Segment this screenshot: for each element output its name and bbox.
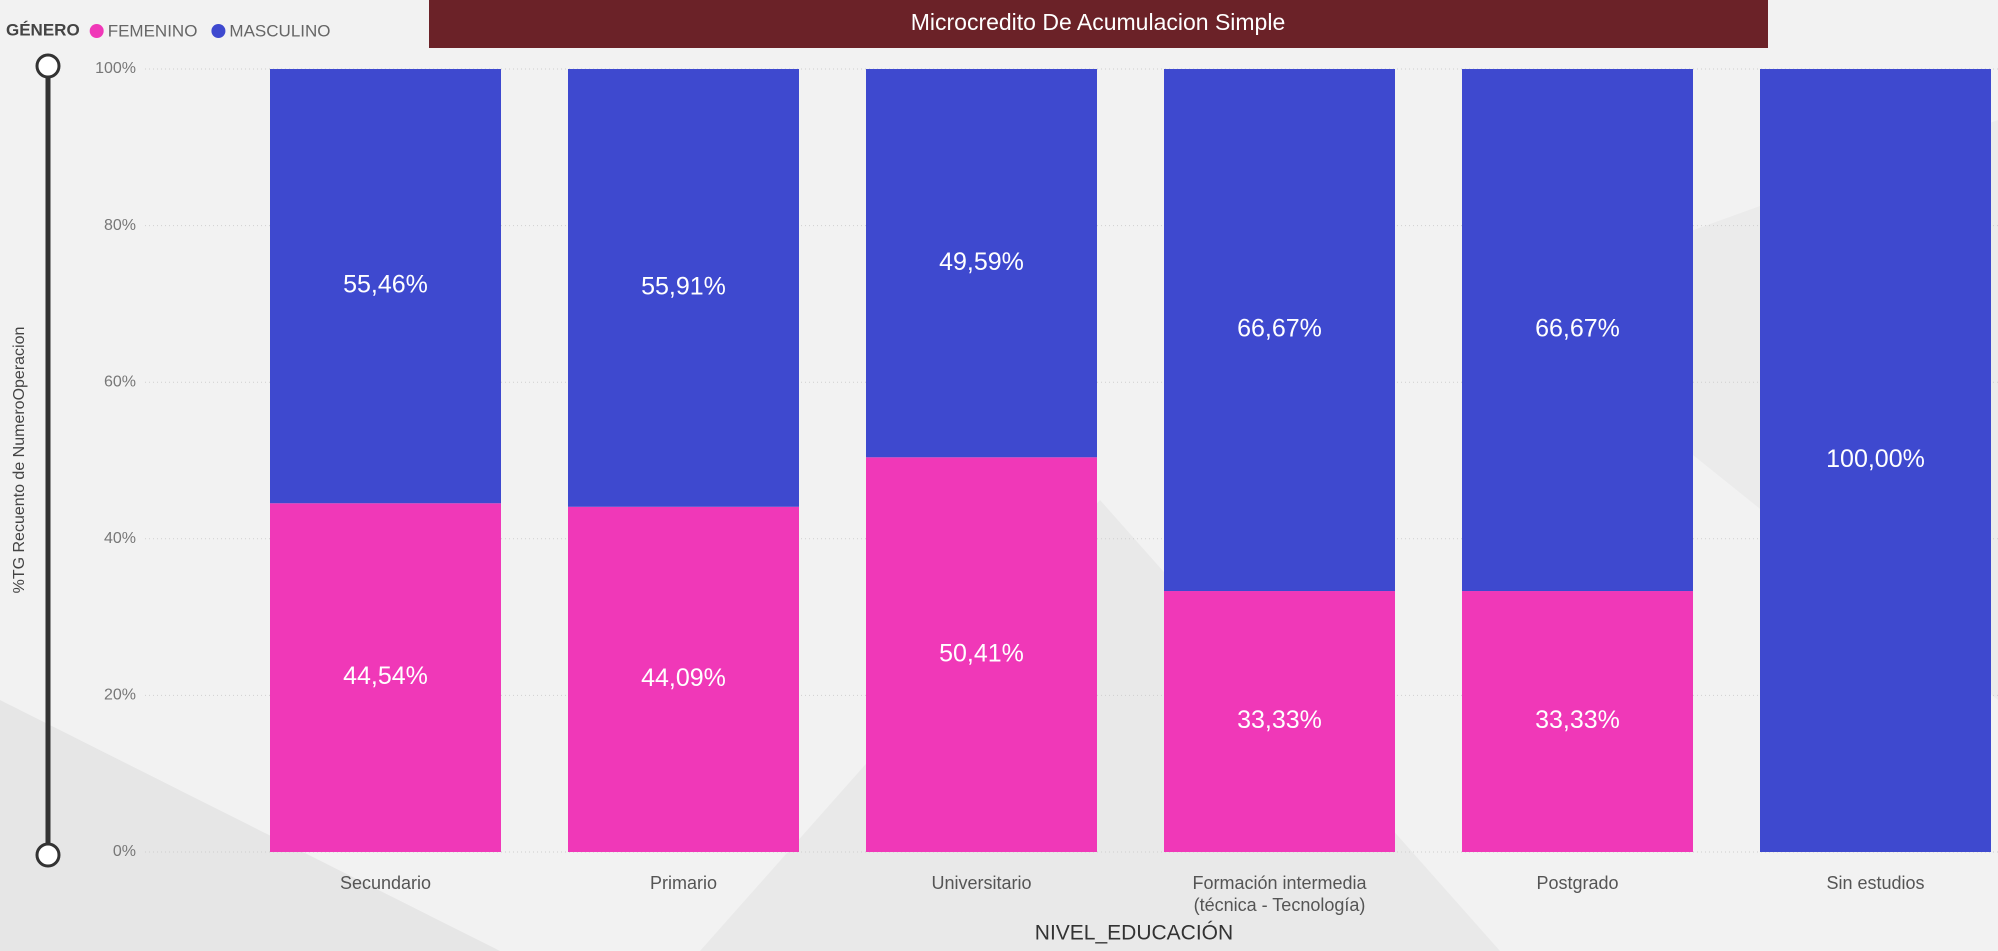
x-tick-label: Secundario [340,873,431,893]
x-tick-label: Sin estudios [1826,873,1924,893]
x-tick-label: Universitario [931,873,1031,893]
background-shape [0,700,500,951]
y-axis-label: %TG Recuento de NumeroOperacion [11,327,28,594]
legend-label: FEMENINO [108,21,198,40]
data-label: 100,00% [1826,445,1925,473]
bar-segment [1164,591,1395,852]
y-tick-label: 40% [104,530,136,547]
bar-segment [1462,69,1693,592]
data-label: 33,33% [1535,706,1620,734]
legend-swatch [89,24,104,38]
bar-segment [1164,69,1395,592]
data-label: 66,67% [1535,315,1620,343]
bar-segment [568,506,799,852]
data-label: 33,33% [1237,706,1322,734]
chart-title: Microcredito De Acumulacion Simple [911,9,1286,35]
y-tick-label: 0% [113,843,136,860]
bar-segment [270,69,501,504]
x-tick-label: Primario [650,873,717,893]
y-tick-label: 20% [104,687,136,704]
data-label: 44,09% [641,664,726,692]
data-label: 66,67% [1237,315,1322,343]
x-axis-label: NIVEL_EDUCACIÓN [1035,922,1233,945]
legend-title: GÉNERO [6,20,80,39]
bar-segment [1462,591,1693,852]
bar-segment [270,503,501,852]
bar-segment [866,457,1097,852]
bar-segment [866,69,1097,458]
data-label: 49,59% [939,248,1024,276]
data-label: 50,41% [939,639,1024,667]
slider-handle[interactable] [35,53,61,79]
y-tick-label: 60% [104,373,136,390]
bar-segment [568,69,799,507]
bar-segment [1760,69,1991,852]
slider-handle[interactable] [35,842,61,868]
title-bar [429,0,1768,48]
legend-label: MASCULINO [229,21,330,40]
data-label: 44,54% [343,662,428,690]
y-tick-label: 80% [104,217,136,234]
y-tick-label: 100% [95,60,136,77]
data-label: 55,46% [343,271,428,299]
x-tick-label: Formación intermedia (técnica - Tecnologí… [1192,873,1367,915]
data-label: 55,91% [641,272,726,300]
legend-swatch [211,24,226,38]
x-tick-label: Postgrado [1536,873,1618,893]
